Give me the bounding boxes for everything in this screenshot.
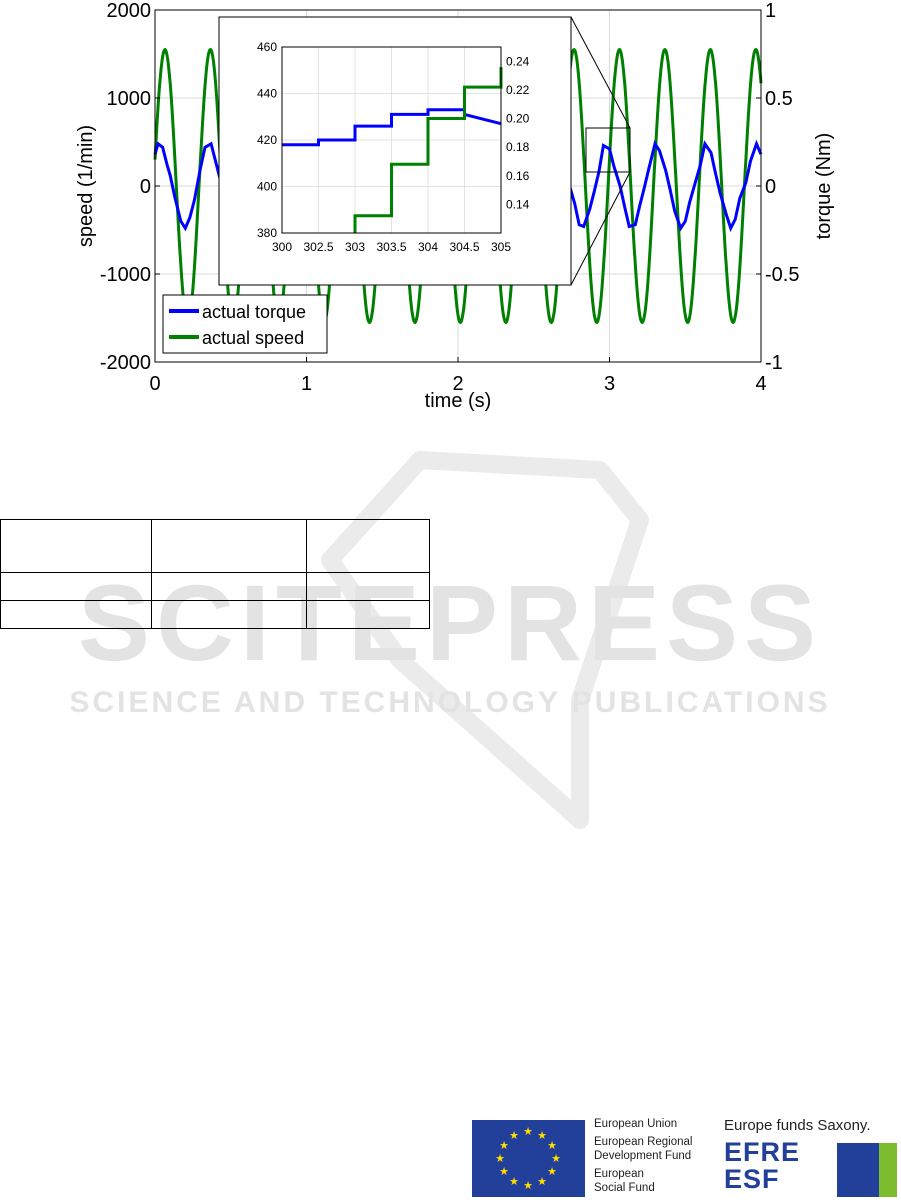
efre-text: EFRE xyxy=(724,1137,801,1167)
eu-line: Development Fund xyxy=(594,1150,692,1162)
inset-x-tick-label: 302.5 xyxy=(303,240,333,254)
table-cell xyxy=(151,600,307,629)
y-tick-label-right: 0 xyxy=(765,176,776,198)
eu-line: European xyxy=(594,1168,644,1180)
inset-y-tick-label-right: 0.24 xyxy=(506,54,530,68)
table-cell xyxy=(0,519,152,573)
svg-text:★: ★ xyxy=(509,1175,519,1188)
legend xyxy=(162,294,328,354)
zoom-connector xyxy=(570,16,631,129)
eu-funding-text: European Union European Regional Develop… xyxy=(594,1117,692,1195)
table-cell xyxy=(151,572,307,601)
table-cell xyxy=(0,600,152,629)
svg-text:★: ★ xyxy=(523,1179,533,1192)
y-tick-label-right: 0.5 xyxy=(765,88,793,110)
inset-x-tick-label: 300 xyxy=(272,240,292,254)
inset-x-tick-label: 303.5 xyxy=(376,240,406,254)
y-axis-label-right: torque (Nm) xyxy=(813,133,835,240)
y-tick-label-left: 2000 xyxy=(107,0,152,22)
inset-x-tick-label: 303 xyxy=(345,240,365,254)
y-tick-label-right: -1 xyxy=(765,352,783,374)
table-row xyxy=(0,519,430,573)
zoom-box xyxy=(585,127,631,173)
inset-y-tick-label-left: 420 xyxy=(257,133,277,147)
svg-text:★: ★ xyxy=(509,1129,519,1142)
legend-label-actual-torque: actual torque xyxy=(202,302,306,322)
y-tick-label-left: -2000 xyxy=(100,352,151,374)
table-cell xyxy=(306,600,430,629)
inset-y-tick-label-left: 400 xyxy=(257,180,277,194)
inset-y-tick-label-right: 0.22 xyxy=(506,83,530,97)
y-tick-label-right: 1 xyxy=(765,0,776,22)
watermark-subtitle: SCIENCE AND TECHNOLOGY PUBLICATIONS xyxy=(69,686,830,719)
svg-text:★: ★ xyxy=(537,1129,547,1142)
y-axis-label-left: speed (1/min) xyxy=(75,125,97,247)
funding-logos: ★ ★ ★ ★ ★ ★ ★ ★ ★ ★ ★ ★ European Union European … xyxy=(472,1117,901,1197)
eu-line: European Regional xyxy=(594,1136,693,1148)
eu-flag-icon: ★ ★ ★ ★ ★ ★ ★ ★ ★ ★ ★ ★ xyxy=(472,1120,585,1197)
table-row xyxy=(0,572,430,601)
inset-x-tick-label: 305 xyxy=(491,240,511,254)
svg-text:★: ★ xyxy=(499,1139,509,1152)
inset-y-tick-label-right: 0.18 xyxy=(506,140,530,154)
chart: 0 1 2 3 4 -2000 -1000 0 1000 2000 -1 -0.5 0 0.5 1 time … xyxy=(75,0,835,412)
inset-y-tick-label-right: 0.14 xyxy=(506,197,530,211)
table-cell xyxy=(306,519,430,573)
inset-y-tick-label-left: 380 xyxy=(257,226,277,240)
watermark-logo: SCITEPRESS SCIENCE AND TECHNOLOGY PUBLIC… xyxy=(69,451,830,829)
x-tick-label: 0 xyxy=(149,373,160,395)
y-tick-label-left: 1000 xyxy=(107,88,152,110)
y-tick-label-left: 0 xyxy=(140,176,151,198)
inset-series-actual-speed xyxy=(353,67,503,233)
inset-plot-frame xyxy=(281,46,502,234)
x-tick-label: 4 xyxy=(755,373,766,395)
inset-x-tick-label: 304 xyxy=(418,240,438,254)
table-row xyxy=(0,600,430,629)
table-cell xyxy=(151,519,307,573)
esf-text: ESF xyxy=(724,1164,780,1194)
saxony-tagline: Europe funds Saxony. xyxy=(724,1117,871,1134)
inset-x-tick-label: 304.5 xyxy=(449,240,479,254)
table-cell xyxy=(0,572,152,601)
efre-flag-icon xyxy=(837,1143,897,1197)
table-cell xyxy=(306,572,430,601)
eu-line: Social Fund xyxy=(594,1182,655,1194)
svg-text:★: ★ xyxy=(551,1152,561,1165)
eu-line: European Union xyxy=(594,1118,678,1130)
inset-frame xyxy=(218,16,572,286)
svg-text:★: ★ xyxy=(547,1139,557,1152)
svg-text:★: ★ xyxy=(523,1125,533,1138)
efre-esf-logo: EFRE ESF xyxy=(724,1139,800,1193)
x-tick-label: 3 xyxy=(604,373,615,395)
svg-text:★: ★ xyxy=(537,1175,547,1188)
svg-text:★: ★ xyxy=(495,1152,505,1165)
svg-text:★: ★ xyxy=(499,1165,509,1178)
legend-label-actual-speed: actual speed xyxy=(202,328,304,348)
inset-y-tick-label-left: 440 xyxy=(257,87,277,101)
inset-y-tick-label-right: 0.20 xyxy=(506,112,530,126)
y-tick-label-left: -1000 xyxy=(100,264,151,286)
inset-y-tick-label-right: 0.16 xyxy=(506,169,530,183)
x-tick-label: 2 xyxy=(452,373,463,395)
empty-table xyxy=(0,519,430,629)
x-axis-label: time (s) xyxy=(425,390,492,412)
x-tick-label: 1 xyxy=(301,373,312,395)
inset-y-tick-label-left: 460 xyxy=(257,40,277,54)
y-tick-label-right: -0.5 xyxy=(765,264,799,286)
svg-text:★: ★ xyxy=(547,1165,557,1178)
zoom-connector xyxy=(570,171,631,286)
